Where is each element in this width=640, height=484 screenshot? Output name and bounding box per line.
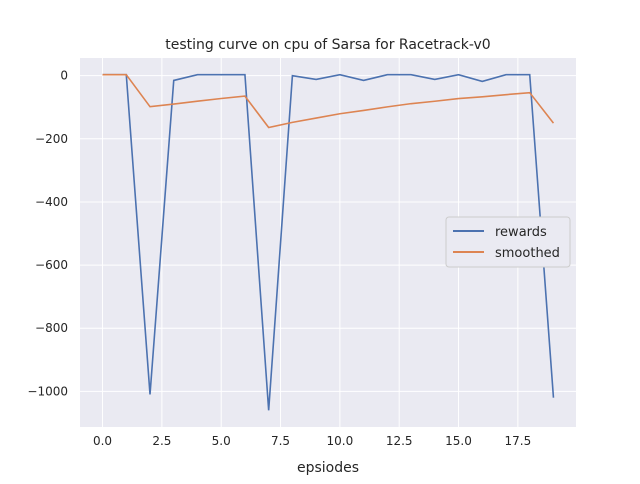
- y-tick-label: −200: [35, 132, 68, 146]
- y-tick-label: −1000: [27, 384, 68, 398]
- y-tick-label: −400: [35, 195, 68, 209]
- x-tick-label: 5.0: [212, 434, 231, 448]
- y-tick-label: 0: [60, 69, 68, 83]
- x-tick-label: 10.0: [327, 434, 354, 448]
- legend-label-smoothed: smoothed: [495, 246, 560, 261]
- chart-title: testing curve on cpu of Sarsa for Racetr…: [165, 37, 490, 53]
- x-tick-label: 0.0: [93, 434, 112, 448]
- y-tick-label: −600: [35, 258, 68, 272]
- x-tick-label: 17.5: [504, 434, 531, 448]
- legend: rewards smoothed: [446, 217, 570, 267]
- legend-label-rewards: rewards: [495, 225, 547, 240]
- x-tick-label: 2.5: [152, 434, 171, 448]
- x-tick-label: 7.5: [271, 434, 290, 448]
- x-tick-label: 12.5: [386, 434, 413, 448]
- x-axis-label: epsiodes: [297, 460, 359, 476]
- y-tick-label: −800: [35, 321, 68, 335]
- x-tick-label: 15.0: [445, 434, 472, 448]
